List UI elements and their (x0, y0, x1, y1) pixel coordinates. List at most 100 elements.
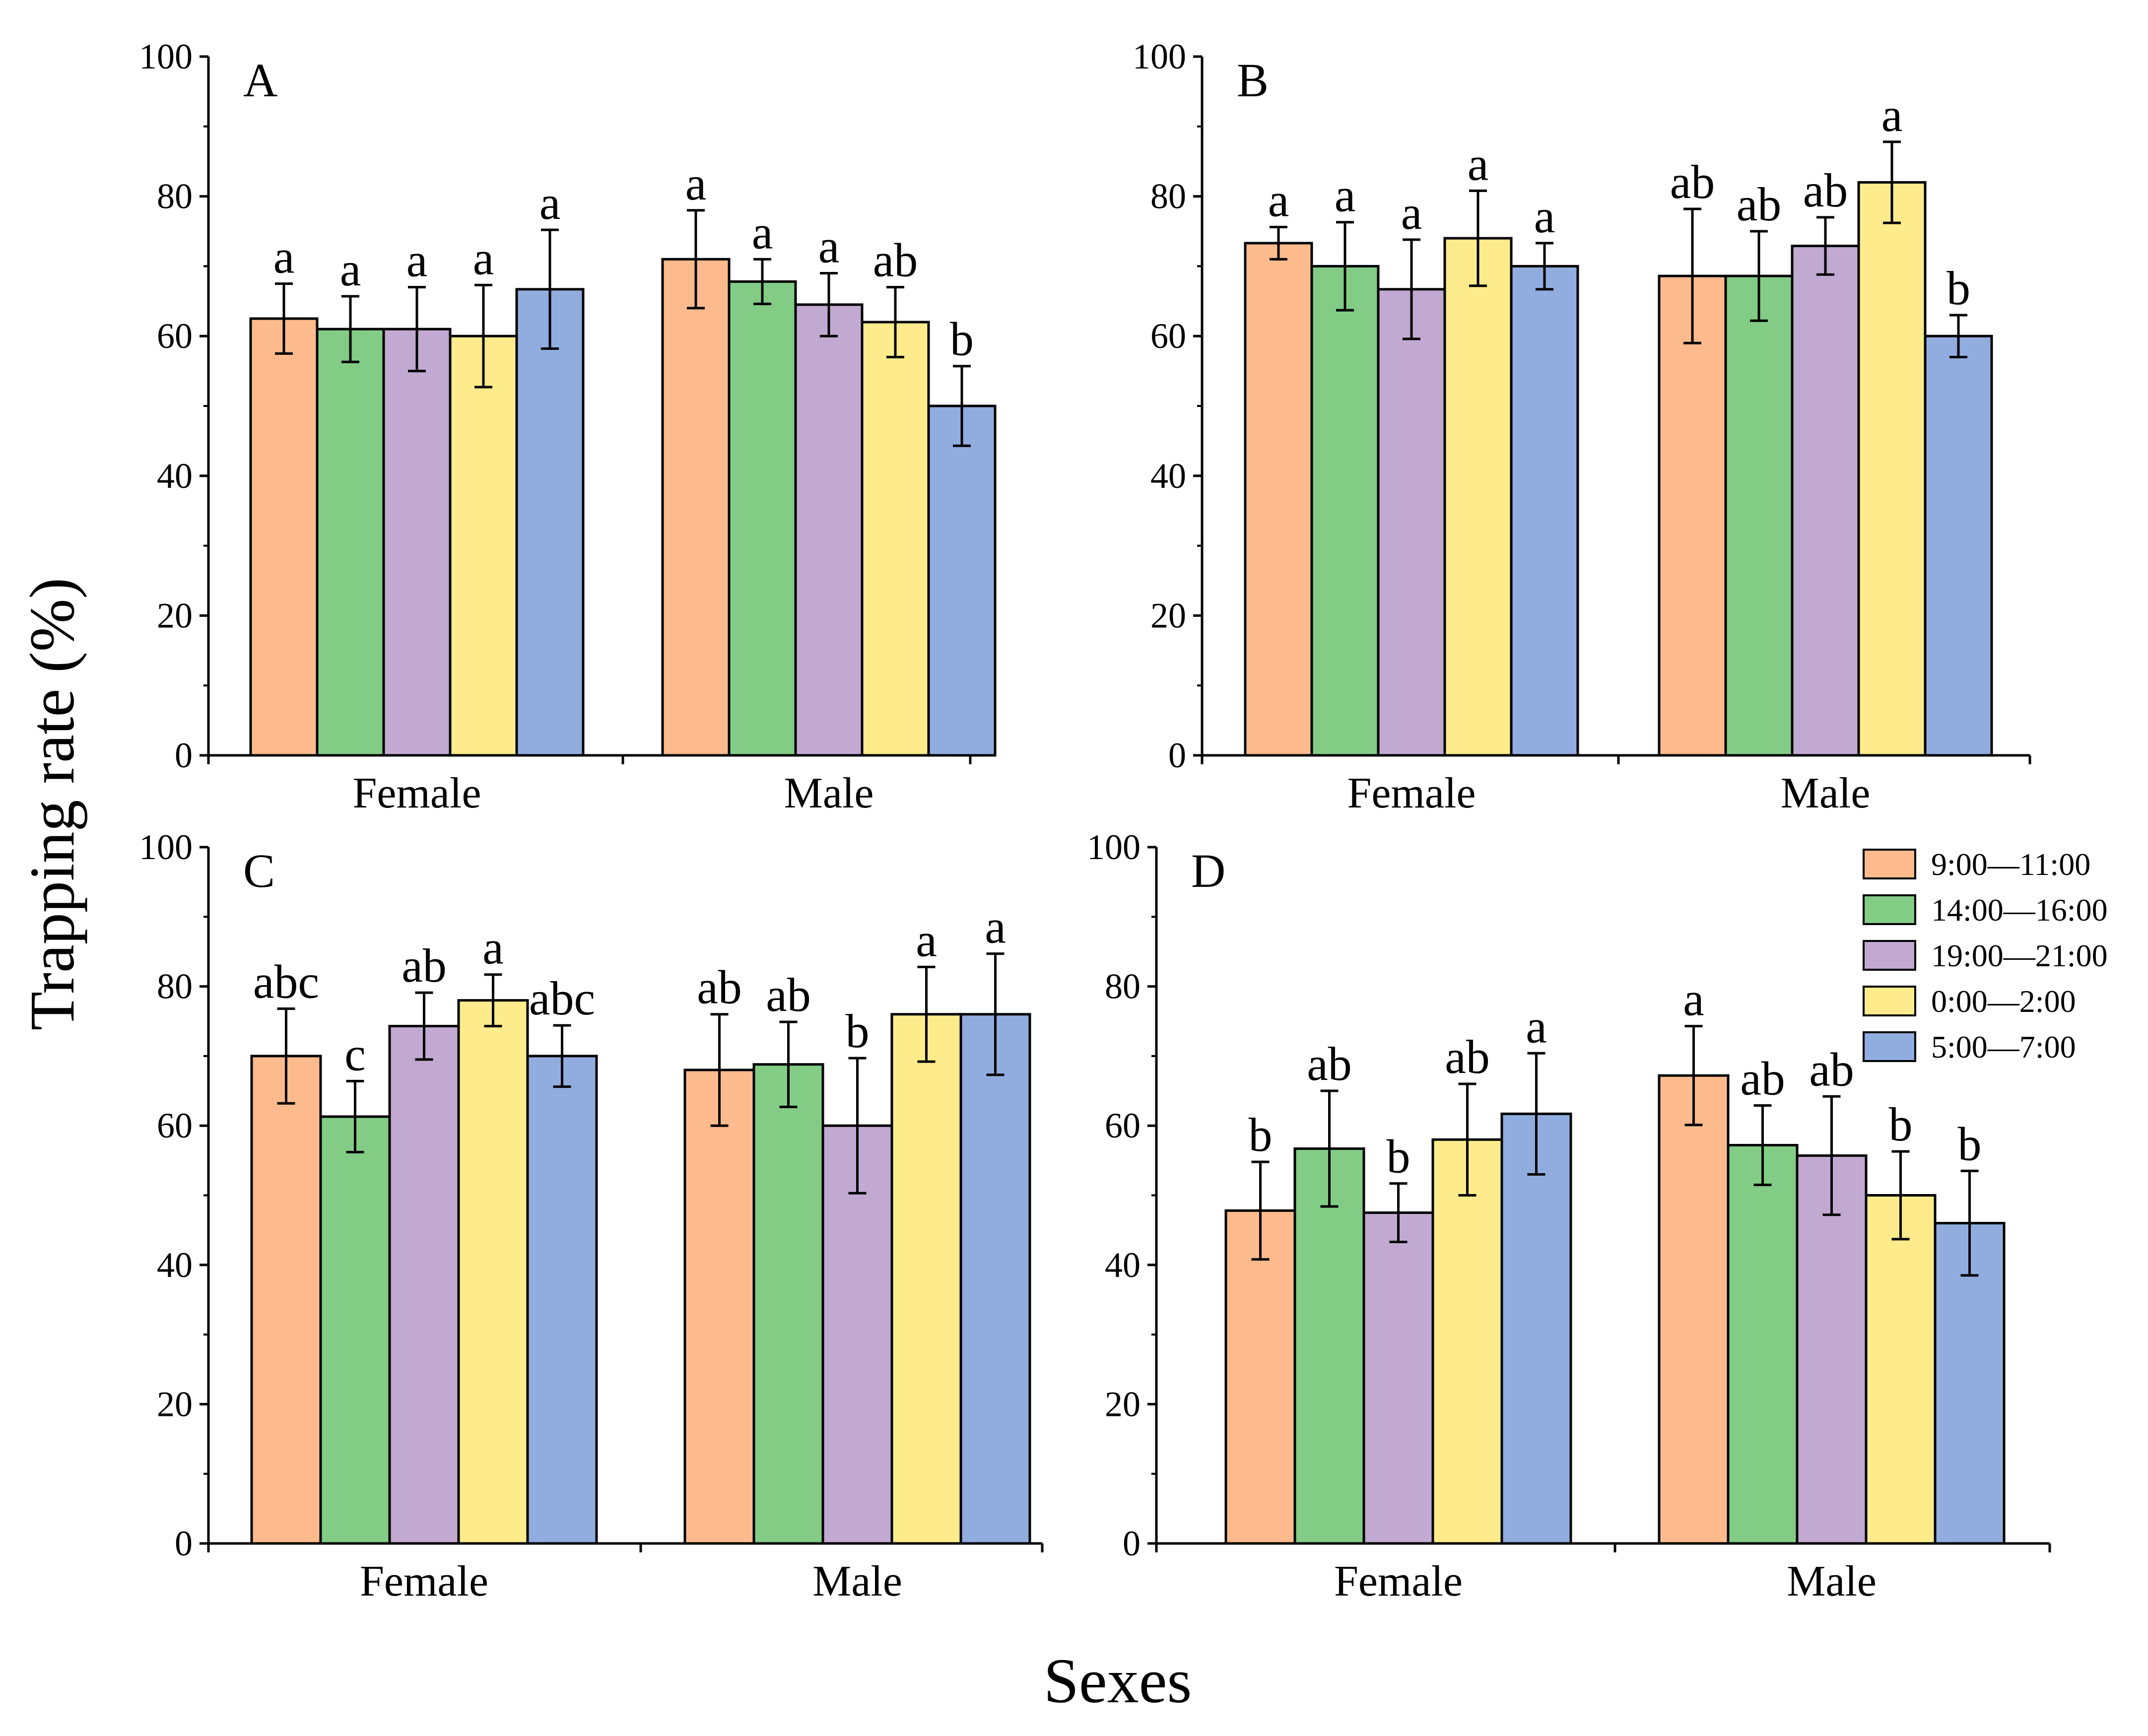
panel-d-bar (1500, 1112, 1572, 1545)
panel-c-significance-letter: abc (529, 972, 595, 1025)
panel-d-significance-letter: b (1889, 1098, 1913, 1151)
panel-c-bar (526, 1055, 598, 1545)
panel-a-significance-letter: b (950, 313, 974, 366)
legend: 9:00—11:00 14:00—16:00 19:00—21:00 0:00—2:0… (1863, 847, 2108, 1065)
panel-d-category-label: Male (1787, 1557, 1877, 1605)
panel-b-significance-letter: a (1468, 137, 1489, 190)
panel-d-category-label: Female (1334, 1557, 1463, 1605)
panel-a-significance-letter: a (406, 234, 428, 287)
legend-swatch (1863, 940, 1916, 971)
legend-label: 9:00—11:00 (1931, 847, 2090, 882)
panel-c-bar (683, 1068, 755, 1545)
panel-d-label: D (1191, 844, 1225, 897)
panel-d-bar (1362, 1211, 1434, 1545)
panel-b-significance-letter: a (1268, 174, 1289, 227)
panel-a-y-tick-label: 40 (157, 456, 193, 496)
panel-a-category-label: Female (352, 769, 481, 817)
panel-d-y-tick-label: 80 (1105, 967, 1141, 1006)
panel-d-significance-letter: ab (1307, 1037, 1352, 1090)
panel-a-bar (316, 328, 385, 757)
panel-a-significance-letter: a (685, 157, 707, 210)
panel-a-category-label: Male (784, 769, 874, 817)
panel-d-y-tick-label: 0 (1123, 1524, 1141, 1563)
panel-d-significance-letter: ab (1445, 1030, 1490, 1083)
panel-a-bar (661, 258, 731, 757)
panel-a-significance-letter: a (752, 205, 773, 259)
legend-swatch (1863, 849, 1916, 879)
panel-c-y-tick-label: 60 (157, 1106, 193, 1145)
panel-a-bar (449, 334, 518, 757)
legend-label: 19:00—21:00 (1931, 938, 2108, 973)
panel-b-bar (1443, 237, 1513, 757)
panel-d-significance-letter: b (1958, 1117, 1982, 1170)
panel-c-y-tick-label: 20 (157, 1384, 193, 1424)
panel-c-significance-letter: a (482, 921, 504, 974)
panel-b-bar (1791, 245, 1860, 757)
panel-b-significance-letter: b (1947, 262, 1970, 315)
legend-swatch (1863, 986, 1916, 1016)
panel-d-significance-letter: b (1249, 1108, 1273, 1161)
panel-b-y-tick-label: 20 (1150, 596, 1186, 635)
panel-c-y-tick-label: 80 (157, 967, 193, 1006)
panel-c-bar (752, 1063, 824, 1545)
panel-d-bar (1727, 1143, 1799, 1545)
panel-c-bar (959, 1013, 1031, 1545)
panel-b-significance-letter: ab (1670, 155, 1715, 208)
panel-c-y-tick-label: 100 (139, 827, 193, 867)
panel-d-bar (1224, 1209, 1296, 1545)
panel-d-bar (1796, 1154, 1868, 1545)
panel-a-y-tick-label: 60 (157, 316, 193, 356)
legend-label: 14:00—16:00 (1931, 892, 2108, 928)
panel-d-y-tick-label: 100 (1087, 827, 1141, 867)
panel-c-significance-letter: ab (766, 968, 811, 1021)
panel-d-y-tick-label: 40 (1105, 1245, 1141, 1285)
panel-b-significance-letter: a (1881, 88, 1903, 141)
panel-c-bar (319, 1115, 391, 1545)
panel-d-bar (1865, 1194, 1937, 1545)
panel-a-bar (927, 404, 997, 757)
panel-b-y-tick-label: 0 (1168, 735, 1186, 775)
panel-a-bar (861, 321, 930, 757)
panel-c-bar (250, 1055, 322, 1545)
panel-b-bar (1510, 265, 1579, 757)
legend-label: 0:00—2:00 (1931, 984, 2076, 1019)
panel-c-category-label: Male (812, 1557, 902, 1605)
panel-c-significance-letter: c (344, 1027, 366, 1080)
panel-b-bar (1310, 265, 1380, 757)
legend-swatch (1863, 894, 1916, 925)
y-axis-title: Trapping rate (%) (17, 578, 87, 1030)
panel-c-bar (890, 1013, 962, 1545)
panel-b-significance-letter: ab (1803, 164, 1848, 217)
panel-b-significance-letter: ab (1737, 178, 1782, 231)
panel-b-bar (1724, 274, 1794, 757)
panel-a-y-tick-label: 20 (157, 596, 193, 635)
panel-a-label: A (243, 54, 277, 107)
panel-a-significance-letter: a (273, 230, 295, 283)
panel-b-significance-letter: a (1335, 169, 1356, 222)
panel-b-category-label: Female (1347, 769, 1476, 817)
panel-d-y-tick-label: 60 (1105, 1106, 1141, 1145)
panel-d-bar (1293, 1147, 1365, 1545)
panel-d-significance-letter: ab (1809, 1043, 1854, 1096)
panel-a-bar (382, 328, 452, 757)
panel-d-bar (1658, 1074, 1730, 1545)
panel-d-significance-letter: a (1683, 973, 1704, 1026)
panel-b-significance-letter: a (1401, 186, 1422, 239)
panel-a-significance-letter: a (473, 231, 494, 284)
panel-b-bar (1857, 181, 1927, 757)
panel-b-y-tick-label: 40 (1150, 456, 1186, 496)
panel-c-y-tick-label: 40 (157, 1245, 193, 1285)
panel-d-bar (1431, 1138, 1503, 1545)
panel-c-bar (457, 999, 529, 1545)
panel-c-significance-letter: ab (402, 939, 447, 992)
panel-a-y-tick-label: 80 (157, 177, 193, 216)
panel-d-significance-letter: b (1387, 1130, 1410, 1183)
panel-c-category-label: Female (360, 1557, 488, 1605)
panel-c-significance-letter: b (846, 1004, 870, 1058)
panel-b-y-tick-label: 100 (1133, 37, 1186, 76)
panel-a-significance-letter: a (340, 243, 361, 296)
